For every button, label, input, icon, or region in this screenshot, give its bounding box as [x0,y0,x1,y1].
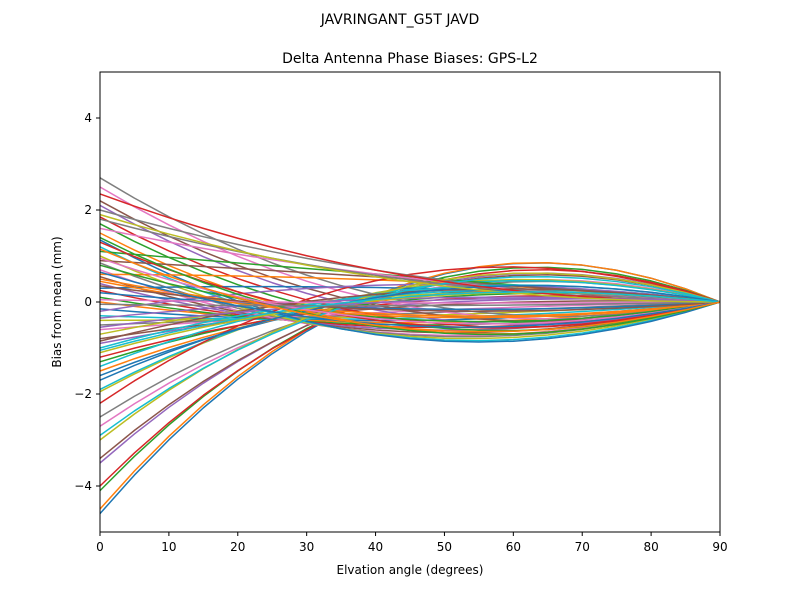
x-tick-label: 50 [437,540,452,554]
y-tick-label: 4 [84,111,92,125]
y-tick-label: 0 [84,295,92,309]
x-tick-label: 80 [643,540,658,554]
series-line [99,271,721,328]
series-line [99,291,721,352]
series-layer [99,177,721,515]
series-line [99,204,721,326]
series-line [99,241,721,329]
x-tick-label: 70 [575,540,590,554]
series-line [99,278,721,317]
series-line [99,209,721,303]
series-line [99,298,721,304]
series-line [99,261,721,510]
x-axis-label: Elvation angle (degrees) [337,563,484,577]
figure-suptitle: JAVRINGANT_G5T JAVD [320,12,480,28]
series-line [99,285,721,312]
y-axis: −4 −2 0 2 4 [74,111,100,493]
series-line [99,288,721,342]
series-line [99,213,721,303]
y-axis-label: Bias from mean (mm) [50,236,64,367]
chart-title: Delta Antenna Phase Biases: GPS-L2 [282,51,538,67]
series-line [99,301,721,324]
series-line [99,248,721,333]
x-tick-label: 40 [368,540,383,554]
y-tick-label: −4 [74,479,92,493]
series-line [99,264,721,323]
x-tick-label: 20 [230,540,245,554]
series-line [99,301,721,307]
x-tick-label: 60 [506,540,521,554]
plot-area [99,71,721,533]
series-line [99,284,721,381]
x-axis: 0 10 20 30 40 50 60 70 80 90 [96,532,728,554]
x-tick-label: 30 [299,540,314,554]
x-tick-label: 90 [712,540,727,554]
series-line [99,186,721,320]
x-tick-label: 0 [96,540,104,554]
y-tick-label: 2 [84,203,92,217]
x-tick-label: 10 [161,540,176,554]
series-line [99,257,721,325]
series-line [99,177,721,318]
series-line [99,266,721,404]
y-tick-label: −2 [74,387,92,401]
series-line [99,275,721,437]
series-line [99,236,721,336]
